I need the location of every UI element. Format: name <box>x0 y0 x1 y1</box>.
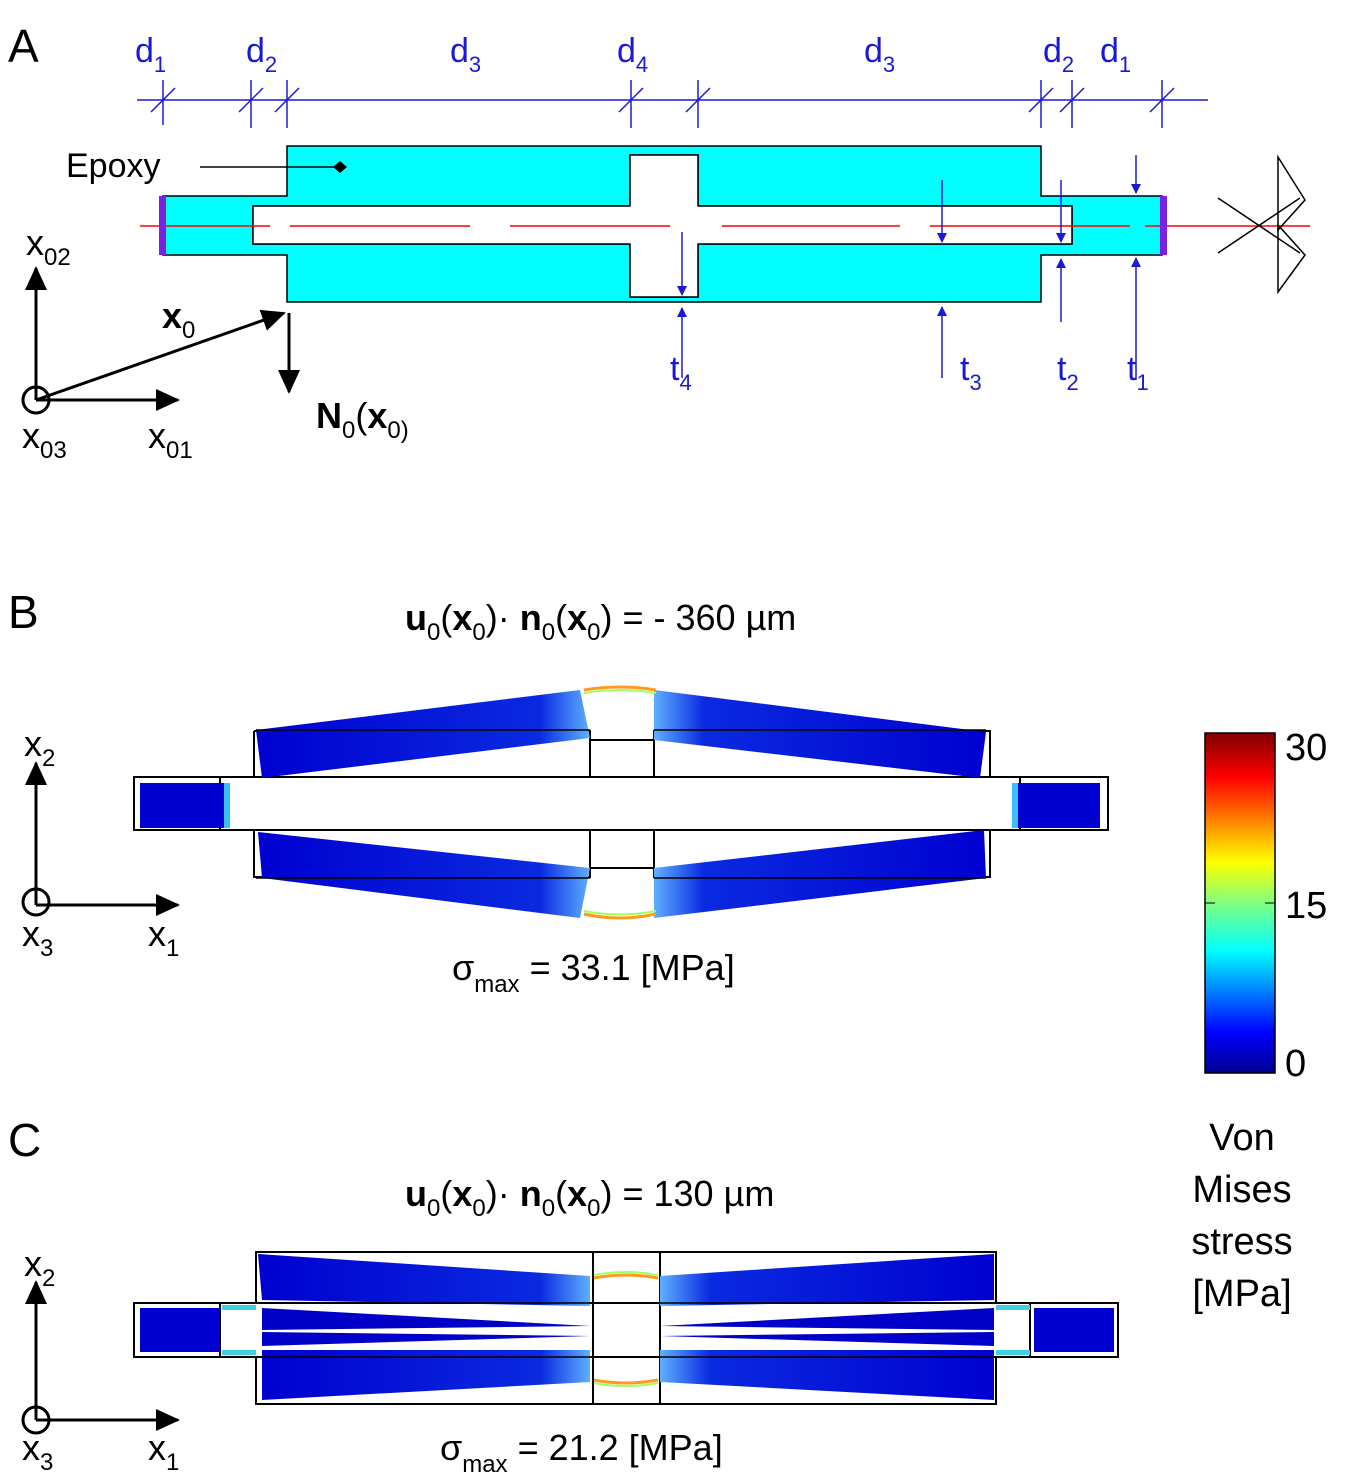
axis-x1-c: x1 <box>148 1427 179 1476</box>
reference-axes-a <box>21 266 300 415</box>
colorbar <box>1204 732 1276 1074</box>
symmetry-support-symbol <box>1217 154 1306 295</box>
colorbar-tick-mid: 15 <box>1285 885 1327 927</box>
axis-x2-b: x2 <box>24 723 55 772</box>
panel-c-displacement-equation: u0(x0)· n0(x0) = 130 µm <box>405 1173 774 1222</box>
panel-b-max-stress: σmax = 33.1 [MPa] <box>452 947 735 998</box>
axis-x1-b: x1 <box>148 913 179 962</box>
panel-c-max-stress: σmax = 21.2 [MPa] <box>440 1427 723 1478</box>
colorbar-title-line-1: Von <box>1209 1117 1275 1159</box>
axis-x3-c: x3 <box>22 1427 53 1476</box>
dim-d2-right: d2 <box>1043 32 1074 77</box>
colorbar-tick-max: 30 <box>1285 727 1327 769</box>
dim-d4: d4 <box>617 32 648 77</box>
colorbar-title-line-2: Mises <box>1192 1169 1291 1211</box>
panel-c-label: C <box>8 1114 41 1166</box>
axes-b <box>21 761 180 917</box>
thick-t2: t2 <box>1057 350 1079 395</box>
axis-x2-c: x2 <box>24 1243 55 1292</box>
colorbar-title-line-3: stress <box>1191 1221 1292 1263</box>
axis-x3-b: x3 <box>22 913 53 962</box>
deformed-body-b <box>140 685 1100 920</box>
epoxy-label: Epoxy <box>66 147 161 185</box>
right-clamp <box>1160 196 1167 255</box>
colorbar-tick-min: 0 <box>1285 1043 1306 1085</box>
dimension-line <box>137 80 1208 128</box>
axis-x01: x01 <box>148 415 193 464</box>
dim-d1-left: d1 <box>135 32 166 77</box>
panel-a-label: A <box>8 20 39 72</box>
axis-x02: x02 <box>26 222 71 271</box>
deformed-body-c <box>140 1254 1114 1400</box>
position-vector-label: x0 <box>162 295 195 344</box>
thick-t1: t1 <box>1127 350 1149 395</box>
left-clamp <box>159 196 166 255</box>
dim-d3-right: d3 <box>864 32 895 77</box>
axes-c <box>21 1280 180 1435</box>
colorbar-title-line-4: [MPa] <box>1192 1273 1291 1315</box>
dim-d2-left: d2 <box>246 32 277 77</box>
epoxy-leader-marker <box>333 161 347 173</box>
normal-vector-label: N0(x0) <box>316 395 409 444</box>
thickness-arrows <box>677 155 1141 380</box>
panel-b-label: B <box>8 586 39 638</box>
dim-d3-left: d3 <box>450 32 481 77</box>
panel-b-displacement-equation: u0(x0)· n0(x0) = - 360 µm <box>405 597 796 646</box>
dim-d1-right: d1 <box>1100 32 1131 77</box>
thick-t3: t3 <box>960 350 982 395</box>
thick-t4: t4 <box>670 350 692 395</box>
axis-x03: x03 <box>22 415 67 464</box>
